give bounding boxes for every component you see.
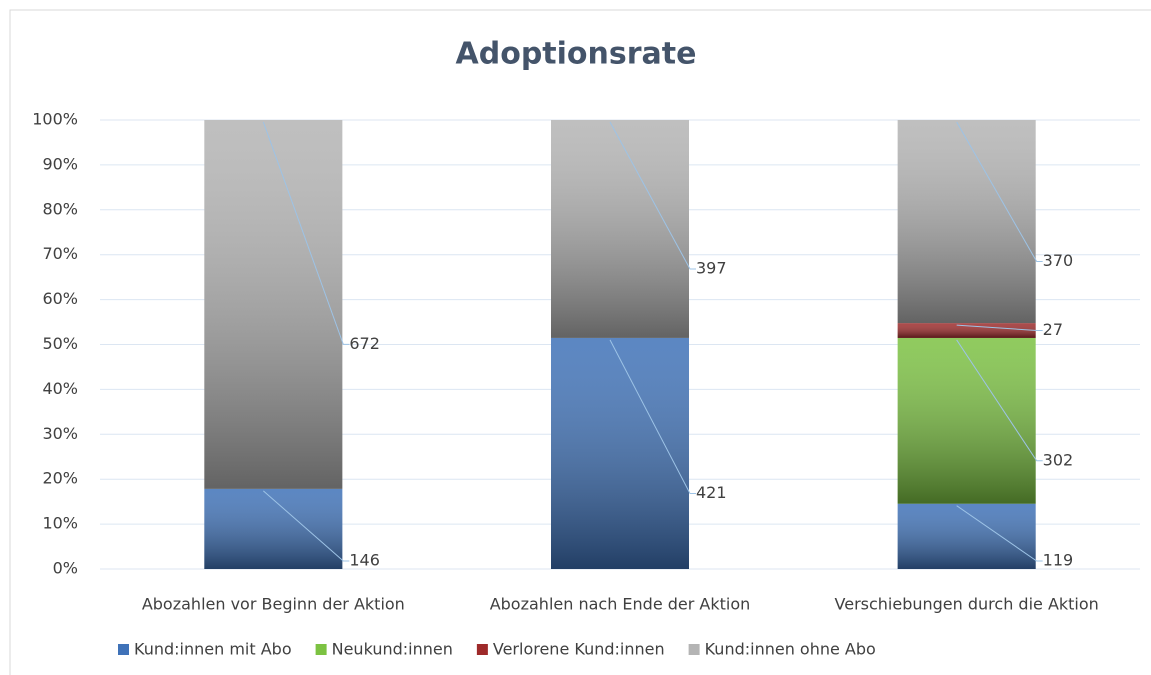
data-label: 397 bbox=[696, 258, 727, 277]
legend-swatch bbox=[315, 644, 327, 655]
bar-shade bbox=[204, 488, 343, 569]
data-label: 27 bbox=[1043, 320, 1063, 339]
x-tick-label: Verschiebungen durch die Aktion bbox=[835, 595, 1099, 614]
data-label: 421 bbox=[696, 483, 727, 502]
y-tick-label: 100% bbox=[32, 110, 78, 129]
y-tick-label: 0% bbox=[53, 559, 78, 578]
data-label: 672 bbox=[349, 334, 380, 353]
x-tick-label: Abozahlen nach Ende der Aktion bbox=[490, 595, 751, 614]
legend-swatch bbox=[476, 644, 488, 655]
y-tick-label: 90% bbox=[42, 154, 78, 173]
chart-title: Adoptionsrate bbox=[456, 37, 697, 72]
legend-swatch bbox=[118, 644, 129, 655]
leader-line bbox=[609, 121, 696, 270]
y-tick-label: 20% bbox=[42, 469, 78, 488]
legend-label: Neukund:innen bbox=[332, 640, 453, 659]
data-label: 370 bbox=[1043, 251, 1074, 270]
y-tick-label: 50% bbox=[42, 334, 78, 353]
legend-label: Verlorene Kund:innen bbox=[493, 640, 665, 659]
legend-swatch bbox=[688, 644, 700, 655]
leader-line bbox=[609, 339, 696, 494]
leader-line bbox=[263, 490, 350, 562]
bar-shade bbox=[897, 503, 1036, 569]
leader-line bbox=[956, 121, 1043, 263]
leader-line bbox=[956, 505, 1043, 562]
bar-shade bbox=[897, 337, 1036, 504]
legend-label: Kund:innen mit Abo bbox=[134, 640, 292, 659]
y-tick-label: 80% bbox=[42, 199, 78, 218]
leader-line bbox=[956, 324, 1043, 332]
bar-shade bbox=[551, 120, 689, 338]
bar-shade bbox=[551, 337, 689, 569]
y-tick-label: 30% bbox=[42, 424, 78, 443]
bar-shade bbox=[204, 120, 343, 489]
legend-label: Kund:innen ohne Abo bbox=[705, 640, 876, 659]
y-tick-label: 10% bbox=[42, 514, 78, 533]
chart-border bbox=[9, 9, 1151, 675]
data-label: 302 bbox=[1043, 450, 1074, 469]
y-tick-label: 60% bbox=[42, 289, 78, 308]
leader-line bbox=[956, 339, 1043, 462]
data-label: 119 bbox=[1043, 551, 1074, 570]
data-label: 146 bbox=[349, 551, 380, 570]
bar-shade bbox=[897, 120, 1036, 324]
bar-shade bbox=[897, 323, 1036, 338]
y-tick-label: 40% bbox=[42, 379, 78, 398]
y-tick-label: 70% bbox=[42, 244, 78, 263]
leader-line bbox=[262, 121, 350, 345]
x-tick-label: Abozahlen vor Beginn der Aktion bbox=[142, 595, 405, 614]
